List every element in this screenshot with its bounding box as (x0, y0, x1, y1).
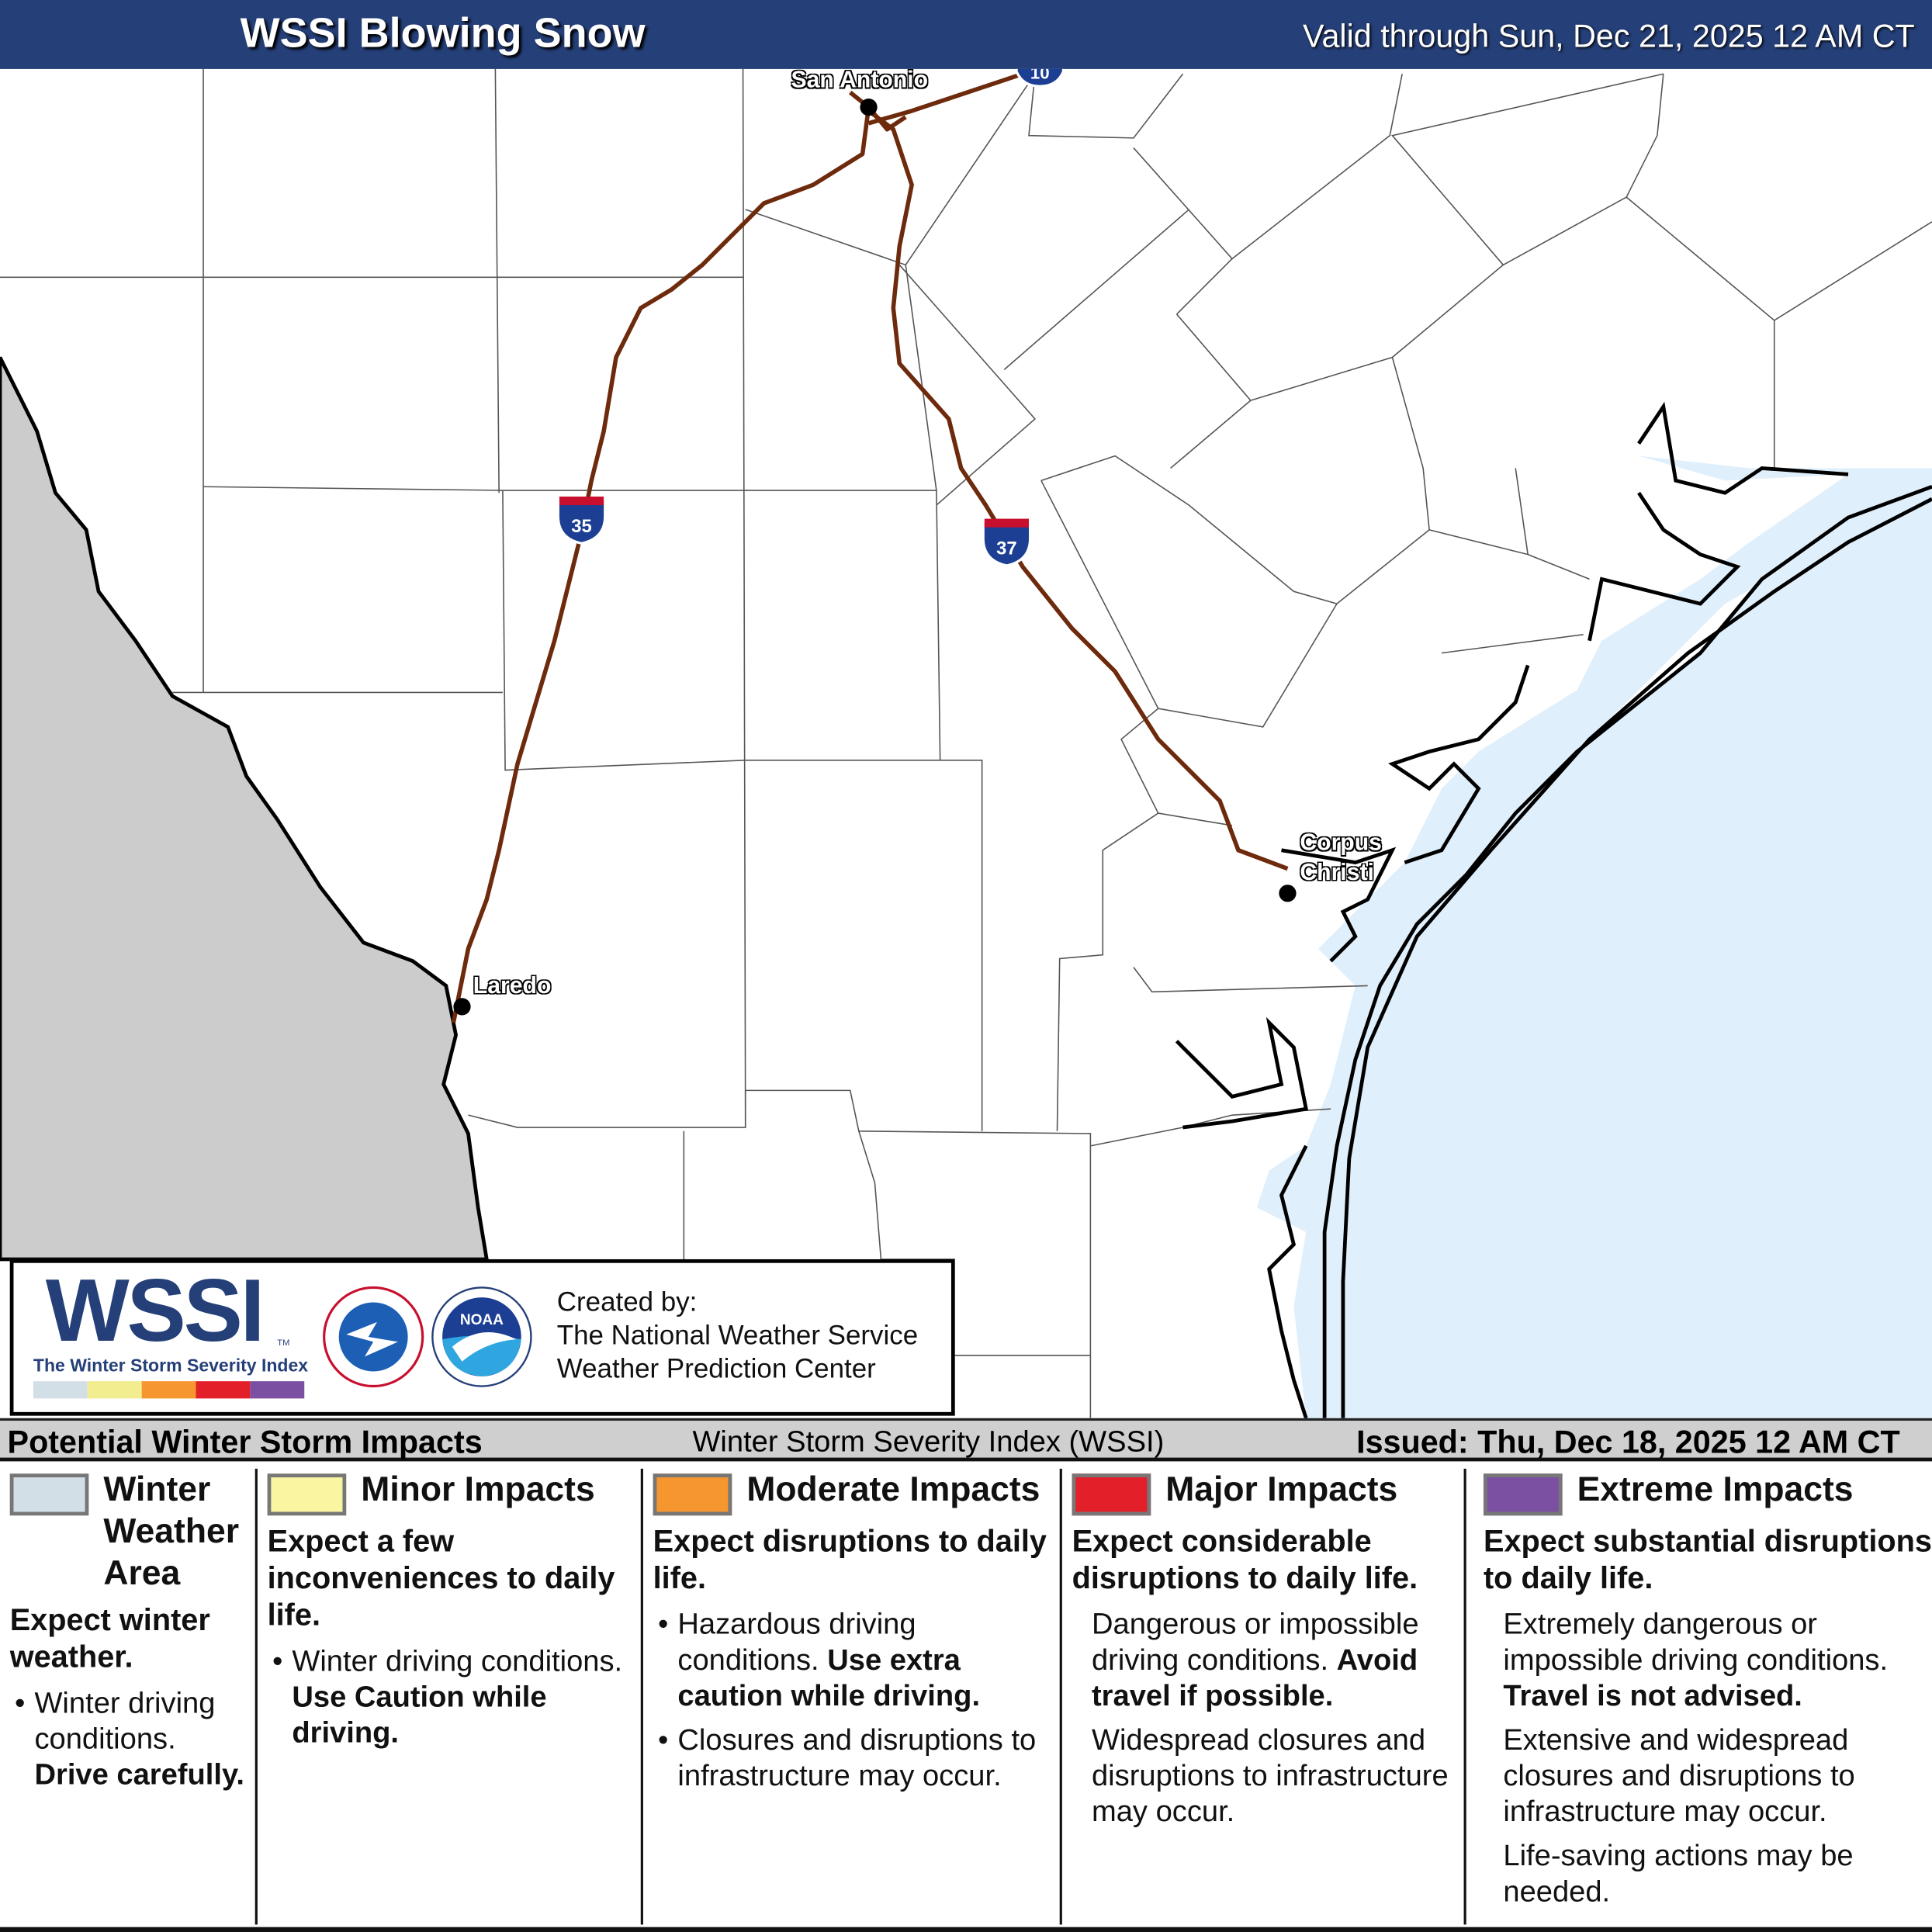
legend-col-moderate: Moderate Impacts Expect disruptions to d… (643, 1469, 1060, 1927)
logo-box: WSSI TM The Winter Storm Severity Index … (9, 1259, 955, 1416)
interstate-shield-35: 35 (556, 496, 607, 545)
interstate-shield-37: 37 (982, 518, 1032, 567)
i37-route (867, 109, 1289, 871)
category-bullet: Winter driving conditions. Drive careful… (10, 1685, 255, 1792)
noaa-text: NOAA (460, 1312, 504, 1328)
created-by: Created by: The National Weather Service… (557, 1285, 918, 1385)
title-bar: WSSI Blowing Snow Valid through Sun, Dec… (0, 0, 1932, 69)
map-area: 35 37 10 (0, 68, 1932, 1418)
san-antonio-dot (860, 99, 878, 116)
severity-color-scale (33, 1381, 305, 1399)
category-bullet: Life-saving actions may be needed. (1503, 1839, 1854, 1909)
shield-label: 35 (571, 516, 592, 537)
category-summary: Expect considerable disruptions to daily… (1072, 1524, 1418, 1596)
category-name: Minor Impacts (361, 1470, 595, 1508)
legend-divider (1059, 1468, 1062, 1925)
category-summary: Expect winter weather. (9, 1603, 210, 1675)
category-summary: Expect disruptions to daily life. (653, 1524, 1047, 1596)
i10-route (867, 71, 1023, 126)
issued-time: Issued: Thu, Dec 18, 2025 12 AM CT (1356, 1423, 1900, 1460)
legend-divider (640, 1468, 643, 1925)
category-bullet: Extremely dangerous or impossible drivin… (1503, 1608, 1889, 1713)
highways (451, 71, 1289, 1023)
swatch (1072, 1473, 1151, 1516)
mexico-region (0, 356, 490, 1262)
legend-index-name: Winter Storm Severity Index (WSSI) (692, 1425, 1165, 1459)
swatch (267, 1473, 347, 1516)
swatch (9, 1473, 89, 1516)
legend-divider (254, 1468, 258, 1925)
laredo-dot (453, 998, 471, 1016)
legend-col-major: Major Impacts Expect considerable disrup… (1062, 1469, 1464, 1927)
category-name: Major Impacts (1165, 1470, 1398, 1508)
category-bullet: Extensive and widespread closures and di… (1503, 1723, 1855, 1829)
wssi-logo: WSSI (45, 1262, 265, 1361)
city-label-corpus: Corpus (1300, 830, 1382, 857)
swatch (653, 1473, 732, 1516)
tm-mark: TM (277, 1339, 290, 1349)
shield-label: 37 (996, 538, 1017, 559)
legend-title: Potential Winter Storm Impacts (7, 1423, 483, 1460)
category-bullet: Winter driving conditions. Use Caution w… (268, 1643, 641, 1750)
category-bullet: Hazardous driving conditions. Use extra … (653, 1607, 1060, 1714)
created-by-wpc: Weather Prediction Center (556, 1352, 876, 1384)
valid-time: Valid through Sun, Dec 21, 2025 12 AM CT (1302, 17, 1915, 54)
legend-col-extreme: Extreme Impacts Expect substantial disru… (1466, 1469, 1932, 1927)
legend-col-winter-weather-area: Winter Weather Area Expect winter weathe… (0, 1469, 255, 1927)
shield-label: 10 (1030, 69, 1050, 83)
legend-col-minor: Minor Impacts Expect a few inconvenience… (258, 1469, 641, 1927)
category-summary: Expect substantial disruptions to daily … (1483, 1524, 1932, 1596)
interstate-shield-10: 10 (1015, 68, 1065, 88)
category-name: Extreme Impacts (1577, 1470, 1854, 1508)
swatch (1483, 1473, 1563, 1516)
category-summary: Expect a few inconveniences to daily lif… (267, 1524, 615, 1633)
bottom-border (0, 1927, 1932, 1932)
noaa-logo: NOAA (431, 1286, 532, 1387)
wssi-subtitle: The Winter Storm Severity Index (33, 1356, 309, 1376)
category-name: Moderate Impacts (746, 1470, 1040, 1508)
nws-logo (323, 1286, 424, 1388)
corpus-christi-dot (1279, 885, 1297, 902)
city-dots (453, 99, 1297, 1016)
category-bullet: Closures and disruptions to infrastructu… (653, 1723, 1060, 1794)
created-by-label: Created by: (556, 1286, 698, 1317)
city-label-san-antonio: San Antonio (791, 68, 929, 94)
gulf-water (1324, 486, 1932, 1418)
category-bullet: Widespread closures and disruptions to i… (1091, 1723, 1449, 1829)
city-label-christi: Christi (1300, 860, 1374, 886)
category-name: Winter Weather Area (103, 1470, 240, 1592)
legend-divider (1463, 1468, 1466, 1925)
i35-route (451, 106, 871, 1023)
map-title: WSSI Blowing Snow (240, 9, 646, 57)
category-bullet: Dangerous or impossible driving conditio… (1091, 1608, 1419, 1713)
city-label-laredo: Laredo (473, 973, 552, 999)
created-by-nws: The National Weather Service (556, 1319, 919, 1351)
coastline (1175, 401, 1932, 1418)
legend-header: Potential Winter Storm Impacts Winter St… (0, 1418, 1932, 1462)
